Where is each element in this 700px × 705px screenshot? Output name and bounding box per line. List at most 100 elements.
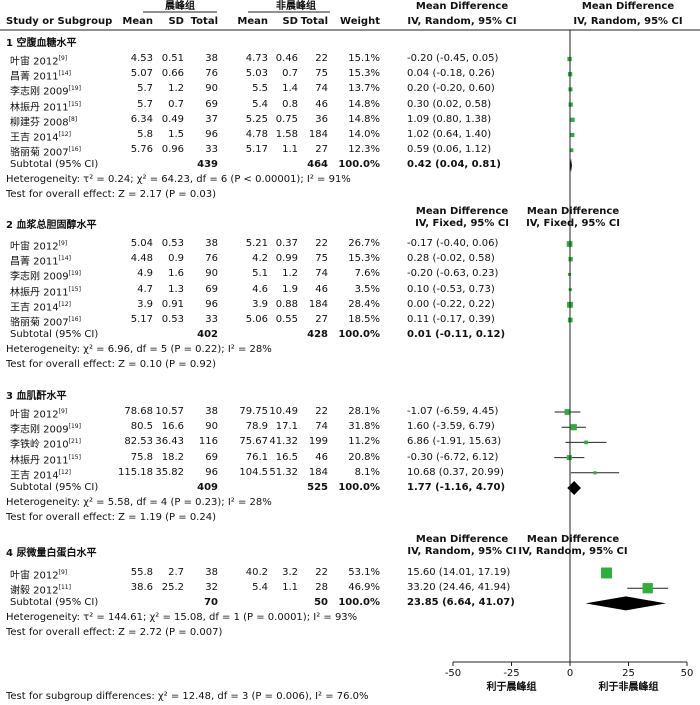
study-ref: [15]: [68, 285, 81, 293]
mean2-cell: 79.75: [239, 406, 268, 417]
total1-cell: 32: [205, 582, 218, 594]
study-label: 叶宙 2012: [10, 56, 59, 68]
study-name: 昌菁 2011[14]: [10, 68, 71, 83]
ci-cell: 15.60 (14.01, 17.19): [407, 567, 511, 578]
mean1-cell: 55.8: [130, 567, 153, 578]
study-name: 叶宙 2012[9]: [10, 53, 67, 68]
weight-cell: 14.8%: [348, 98, 380, 110]
subtotal-diamond: [585, 596, 667, 611]
mean1-cell: 4.7: [137, 283, 153, 295]
total2-cell: 75: [315, 253, 328, 265]
ci-cell: 0.20 (-0.20, 0.60): [407, 83, 495, 95]
total2-cell: 46: [315, 283, 328, 295]
study-label: 林振丹 2011: [10, 101, 69, 113]
sd1-cell: 0.51: [161, 53, 184, 64]
sd2-cell: 16.5: [275, 451, 298, 463]
method-header: Mean Difference: [415, 206, 509, 217]
heterogeneity-text: Heterogeneity: χ² = 5.58, df = 4 (P = 0.…: [6, 497, 272, 508]
mean2-cell: 5.4: [252, 582, 268, 594]
effect-marker: [568, 102, 573, 107]
ci-cell: -0.30 (-6.72, 6.12): [407, 451, 499, 463]
study-label: 王吉 2014: [10, 132, 59, 144]
study-label: 昌菁 2011: [10, 71, 59, 83]
ci-cell: 6.86 (-1.91, 15.63): [407, 436, 502, 448]
sd1-cell: 0.96: [161, 144, 184, 156]
mean2-cell: 5.06: [245, 314, 268, 325]
md-header-3: Mean Difference: [581, 1, 675, 12]
group1-header: 晨峰组: [165, 1, 195, 12]
ci-cell: 0.11 (-0.17, 0.39): [407, 314, 495, 325]
mean1-header: Mean: [122, 16, 153, 27]
study-name: 林振丹 2011[15]: [10, 452, 81, 467]
study-name: 李铁岭 2010[21]: [10, 436, 81, 451]
mean1-cell: 5.17: [130, 314, 153, 325]
total2-cell: 27: [315, 314, 328, 325]
total1-cell: 38: [205, 53, 218, 64]
study-name: 柳建芬 2008[8]: [10, 114, 77, 129]
study-ref: [21]: [68, 438, 81, 446]
subgroup-title: 4 尿微量白蛋白水平: [6, 548, 97, 559]
mean2-cell: 5.17: [245, 144, 268, 156]
mean2-header: Mean: [237, 16, 268, 27]
mean1-cell: 6.34: [130, 113, 153, 125]
mean1-cell: 4.9: [137, 268, 153, 280]
study-name: 李志刚 2009[19]: [10, 268, 81, 283]
study-label: 骆丽菊 2007: [10, 317, 69, 329]
mean1-cell: 5.7: [137, 98, 153, 110]
study-ref: [16]: [68, 316, 81, 323]
total2-header: Total: [300, 16, 328, 27]
sd2-cell: 0.8: [282, 98, 298, 110]
x-tick-label: 50: [680, 668, 694, 679]
total2-cell: 184: [308, 466, 328, 478]
mean2-cell: 5.4: [252, 98, 268, 110]
subgroup-title: 1 空腹血糖水平: [6, 38, 77, 49]
total1-cell: 96: [205, 298, 218, 310]
subtotal-total1: 70: [204, 597, 218, 609]
method-header: Mean Difference: [415, 534, 509, 545]
weight-header: Weight: [340, 16, 380, 27]
md-header-2: IV, Random, 95% CI: [407, 16, 517, 27]
subtotal-total1: 439: [197, 159, 218, 171]
study-ref: [19]: [68, 85, 81, 93]
total2-cell: 75: [315, 68, 328, 80]
study-name: 昌菁 2011[14]: [10, 253, 71, 268]
mean2-cell: 104.5: [239, 466, 268, 478]
total1-cell: 90: [205, 421, 218, 433]
ci-cell: -0.20 (-0.45, 0.05): [407, 53, 499, 64]
method-header: IV, Fixed, 95% CI: [526, 218, 620, 229]
subtotal-ci: 1.77 (-1.16, 4.70): [407, 482, 506, 493]
subtotal-ci: 0.01 (-0.11, 0.12): [407, 329, 506, 341]
total2-cell: 36: [315, 113, 328, 125]
ci-cell: 1.60 (-3.59, 6.79): [407, 421, 495, 433]
total2-cell: 74: [315, 268, 328, 280]
ci-cell: 1.09 (0.80, 1.38): [407, 113, 492, 125]
subtotal-total2: 525: [307, 482, 328, 493]
effect-marker: [593, 471, 597, 475]
weight-cell: 28.4%: [348, 298, 380, 310]
method-header: IV, Random, 95% CI: [407, 546, 517, 557]
study-label: 李志刚 2009: [10, 271, 69, 283]
study-label: 李志刚 2009: [10, 424, 69, 436]
weight-cell: 13.7%: [348, 83, 380, 95]
study-label: 李志刚 2009: [10, 86, 69, 98]
sd2-cell: 10.49: [269, 406, 298, 417]
x-tick-label: -25: [503, 668, 520, 679]
study-label: 李铁岭 2010: [10, 439, 69, 451]
mean2-cell: 75.67: [239, 436, 268, 448]
ci-cell: -0.20 (-0.63, 0.23): [407, 268, 499, 280]
mean1-cell: 38.6: [130, 582, 153, 594]
total2-cell: 27: [315, 144, 328, 156]
mean1-cell: 4.53: [130, 53, 153, 64]
subtotal-weight: 100.0%: [338, 597, 380, 609]
total1-cell: 38: [205, 567, 218, 578]
sd1-cell: 36.43: [155, 436, 184, 448]
mean1-cell: 80.5: [130, 421, 153, 433]
study-ref: [15]: [68, 453, 81, 461]
study-name: 王吉 2014[12]: [10, 467, 71, 482]
subtotal-weight: 100.0%: [338, 482, 380, 493]
study-ref: [11]: [58, 584, 71, 592]
study-label: 王吉 2014: [10, 470, 59, 482]
ci-cell: 0.10 (-0.53, 0.73): [407, 283, 495, 295]
mean1-cell: 78.68: [124, 406, 153, 417]
weight-cell: 14.0%: [348, 129, 380, 140]
